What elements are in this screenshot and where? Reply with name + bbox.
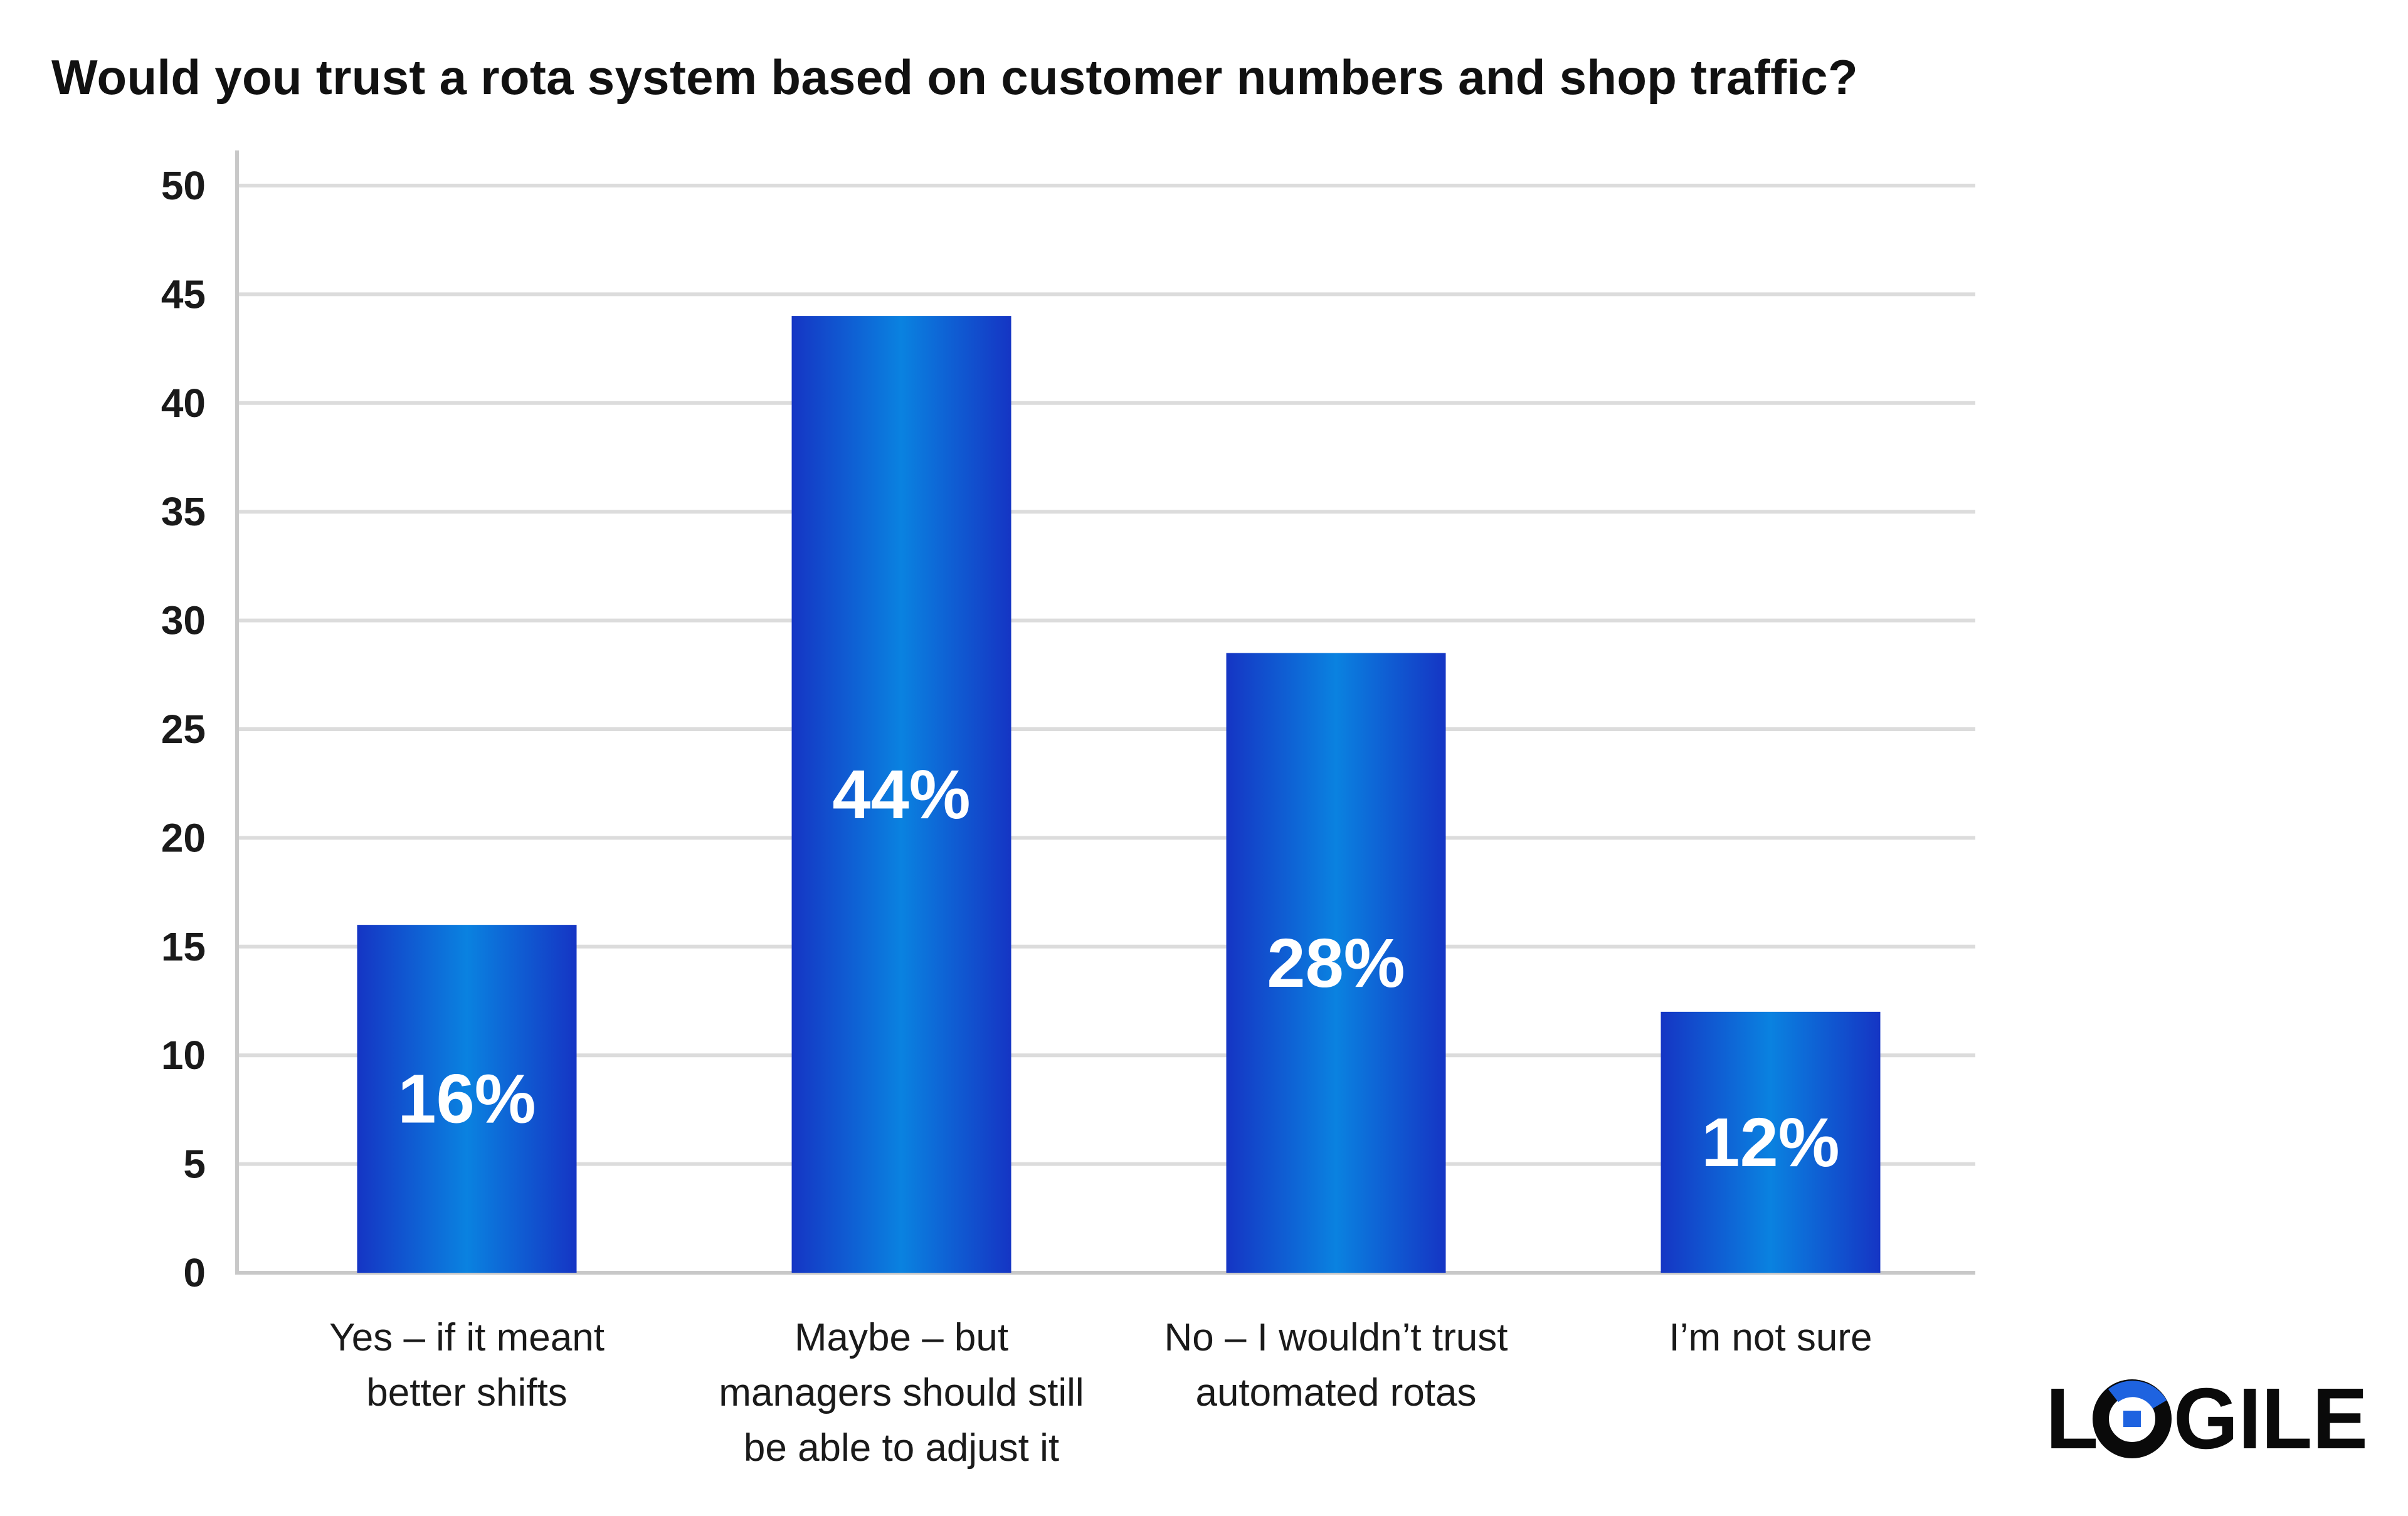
logo-o-icon xyxy=(2093,1379,2172,1458)
x-tick-label: Yes – if it meant better shifts xyxy=(229,1310,705,1421)
bar xyxy=(1226,653,1446,1273)
x-tick-label: No – I wouldn’t trust automated rotas xyxy=(1098,1310,1575,1421)
x-tick-label-line: Yes – if it meant xyxy=(329,1316,605,1359)
x-tick-label-line: managers should still xyxy=(719,1371,1084,1414)
bar xyxy=(791,316,1011,1273)
x-tick-label-line: automated rotas xyxy=(1195,1371,1477,1414)
y-tick-label: 45 xyxy=(161,271,206,317)
y-tick-label: 15 xyxy=(161,924,206,969)
y-tick-label: 40 xyxy=(161,381,206,426)
x-tick-label-line: No – I wouldn’t trust xyxy=(1164,1316,1508,1359)
logo-text-left: L xyxy=(2046,1372,2098,1466)
y-tick-label: 50 xyxy=(161,163,206,208)
bar-value-label: 28% xyxy=(1267,925,1405,1002)
bar xyxy=(1661,1011,1881,1273)
x-tick-label-line: I’m not sure xyxy=(1669,1316,1872,1359)
y-tick-label: 0 xyxy=(183,1250,206,1295)
logo-text-right: GILE xyxy=(2173,1372,2368,1466)
x-tick-label-line: better shifts xyxy=(366,1371,568,1414)
bars xyxy=(357,316,1881,1273)
bar-value-label: 44% xyxy=(832,756,970,833)
y-tick-label: 10 xyxy=(161,1033,206,1078)
bar-value-label: 16% xyxy=(398,1061,536,1138)
y-tick-label: 35 xyxy=(161,489,206,534)
x-tick-label-line: Maybe – but xyxy=(794,1316,1009,1359)
y-tick-labels: 0 5 10 15 20 25 30 35 40 45 50 xyxy=(161,163,206,1295)
chart-title: Would you trust a rota system based on c… xyxy=(51,50,1858,105)
y-tick-label: 25 xyxy=(161,707,206,752)
bar-value-label: 12% xyxy=(1701,1104,1839,1181)
bar-value-labels: 16% 44% 28% 12% xyxy=(398,756,1839,1181)
x-tick-label: Maybe – but managers should still be able … xyxy=(663,1310,1140,1476)
y-tick-label: 5 xyxy=(183,1142,206,1187)
x-tick-label: I’m not sure xyxy=(1533,1310,2009,1366)
bar xyxy=(357,925,577,1273)
y-tick-label: 20 xyxy=(161,815,206,860)
y-tick-label: 30 xyxy=(161,598,206,643)
x-tick-label-line: be able to adjust it xyxy=(743,1426,1060,1470)
logile-logo: L GILE xyxy=(2046,1371,2372,1467)
